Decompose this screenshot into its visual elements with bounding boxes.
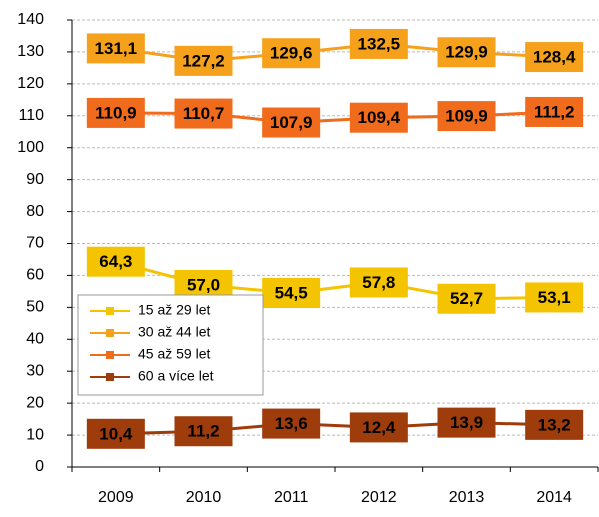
data-label: 54,5 bbox=[275, 283, 308, 302]
y-tick-label: 80 bbox=[26, 203, 44, 220]
y-tick-label: 140 bbox=[17, 11, 44, 28]
label-box bbox=[437, 37, 496, 68]
label-box bbox=[525, 282, 584, 313]
x-tick-label: 2012 bbox=[361, 489, 397, 506]
label-box bbox=[262, 408, 321, 439]
data-label: 128,4 bbox=[533, 48, 576, 67]
y-tick-label: 0 bbox=[35, 458, 44, 475]
data-label: 111,2 bbox=[534, 102, 575, 121]
data-label: 64,3 bbox=[99, 252, 132, 271]
y-tick-label: 90 bbox=[26, 171, 44, 188]
x-tick-label: 2011 bbox=[274, 489, 309, 506]
label-box bbox=[349, 412, 408, 443]
data-label: 11,2 bbox=[187, 422, 219, 441]
data-label: 10,4 bbox=[99, 424, 133, 443]
data-label: 13,2 bbox=[538, 415, 571, 434]
label-box bbox=[525, 42, 584, 73]
label-box bbox=[349, 102, 408, 133]
x-tick-label: 2014 bbox=[536, 489, 572, 506]
label-box bbox=[525, 409, 584, 440]
data-label: 107,9 bbox=[270, 113, 313, 132]
y-tick-label: 50 bbox=[26, 299, 44, 316]
data-label: 110,9 bbox=[95, 103, 137, 122]
legend-label: 60 a více let bbox=[138, 368, 214, 384]
label-box bbox=[525, 96, 584, 127]
y-tick-label: 70 bbox=[26, 235, 44, 252]
data-label: 52,7 bbox=[450, 289, 483, 308]
data-label: 109,4 bbox=[358, 108, 401, 127]
data-label: 110,7 bbox=[183, 104, 225, 123]
label-box bbox=[437, 283, 496, 314]
legend-marker bbox=[106, 307, 114, 315]
label-box bbox=[174, 98, 233, 129]
y-tick-label: 110 bbox=[18, 107, 44, 124]
y-tick-label: 130 bbox=[17, 43, 44, 60]
label-box bbox=[349, 28, 408, 59]
label-box bbox=[174, 45, 233, 76]
label-box bbox=[86, 418, 145, 449]
data-label: 131,1 bbox=[95, 39, 138, 58]
label-box bbox=[86, 246, 145, 277]
data-label: 53,1 bbox=[538, 288, 571, 307]
label-box bbox=[86, 33, 145, 64]
y-tick-label: 120 bbox=[17, 75, 44, 92]
y-tick-label: 30 bbox=[26, 362, 44, 379]
data-label: 57,0 bbox=[187, 275, 220, 294]
data-label: 129,9 bbox=[445, 43, 488, 62]
data-label: 132,5 bbox=[358, 34, 401, 53]
legend-marker bbox=[106, 373, 114, 381]
data-label: 13,6 bbox=[275, 414, 308, 433]
legend-label: 15 až 29 let bbox=[138, 302, 210, 318]
x-tick-label: 2013 bbox=[449, 489, 485, 506]
label-box bbox=[174, 416, 233, 447]
y-tick-label: 10 bbox=[26, 426, 44, 443]
y-tick-label: 100 bbox=[17, 139, 44, 156]
legend-label: 45 až 59 let bbox=[138, 346, 210, 362]
data-label: 13,9 bbox=[450, 413, 483, 432]
data-label: 129,6 bbox=[270, 44, 313, 63]
label-box bbox=[349, 267, 408, 298]
legend-label: 30 až 44 let bbox=[138, 324, 210, 340]
x-tick-label: 2010 bbox=[186, 489, 222, 506]
data-label: 57,8 bbox=[362, 273, 395, 292]
legend-marker bbox=[106, 329, 114, 337]
y-tick-label: 20 bbox=[26, 394, 44, 411]
label-box bbox=[262, 38, 321, 69]
label-box bbox=[437, 407, 496, 438]
y-tick-label: 40 bbox=[26, 331, 44, 348]
x-tick-label: 2009 bbox=[98, 489, 134, 506]
data-label: 12,4 bbox=[362, 418, 396, 437]
label-box bbox=[437, 101, 496, 132]
data-label: 109,9 bbox=[445, 107, 488, 126]
y-tick-label: 60 bbox=[26, 267, 44, 284]
legend-marker bbox=[106, 351, 114, 359]
label-box bbox=[262, 277, 321, 308]
data-label: 127,2 bbox=[182, 51, 225, 70]
label-box bbox=[86, 97, 145, 128]
label-box bbox=[262, 107, 321, 138]
